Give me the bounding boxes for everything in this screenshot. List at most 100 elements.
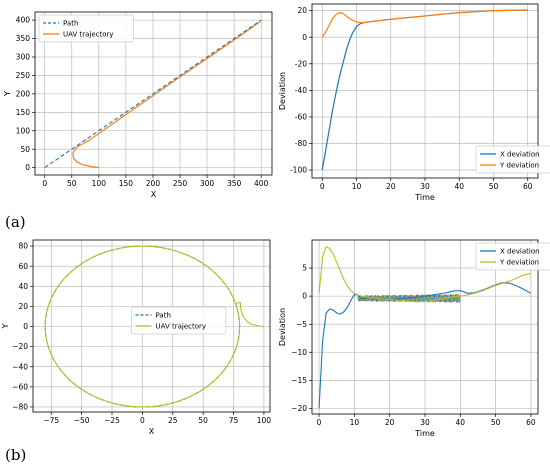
x-tick-label: 100: [92, 179, 107, 188]
y-tick-label: 0: [23, 322, 28, 331]
series-y-deviation: [321, 9, 528, 38]
x-tick-label: 25: [168, 416, 178, 425]
y-tick-label: -60: [295, 113, 307, 122]
x-tick-label: 0: [42, 179, 47, 188]
y-tick-label: −40: [12, 362, 28, 371]
y-tick-label: 0: [302, 292, 307, 301]
x-tick-label: 40: [456, 418, 466, 427]
x-tick-label: −75: [43, 416, 59, 425]
x-tick-label: 60: [523, 182, 533, 191]
legend-label: Y deviation: [499, 259, 539, 267]
y-tick-label: 300: [16, 53, 31, 62]
y-tick-label: −15: [291, 376, 307, 385]
legend-label: X deviation: [500, 151, 540, 159]
plot-frame: [311, 3, 539, 179]
y-tick-label: 80: [18, 242, 28, 251]
y-tick-label: −20: [291, 404, 307, 413]
y-tick-label: 0: [25, 163, 30, 172]
legend-label: Y deviation: [499, 162, 539, 170]
x-tick-label: 350: [227, 179, 242, 188]
y-tick-label: 400: [16, 16, 31, 25]
y-tick-label: 40: [18, 282, 28, 291]
x-tick-label: 40: [454, 182, 464, 191]
x-tick-label: 50: [198, 416, 208, 425]
y-tick-label: -20: [295, 59, 307, 68]
y-tick-label: 100: [16, 126, 31, 135]
y-tick-label: -80: [295, 139, 307, 148]
x-axis-label: Time: [414, 193, 435, 202]
y-tick-label: 5: [302, 264, 307, 273]
y-tick-label: -40: [295, 86, 307, 95]
y-axis-label: Deviation: [278, 308, 287, 346]
plot-frame: [34, 11, 273, 176]
y-tick-label: 20: [18, 302, 28, 311]
x-axis-label: Time: [414, 429, 435, 438]
x-axis-label: X: [149, 427, 155, 436]
y-axis-label: Y: [3, 91, 12, 97]
x-tick-label: 30: [420, 418, 430, 427]
x-tick-label: 250: [173, 179, 188, 188]
y-tick-label: −10: [291, 348, 307, 357]
y-axis-label: Y: [1, 323, 10, 329]
series-uav-trajectory: [72, 21, 261, 169]
y-tick-label: 50: [20, 145, 30, 154]
x-tick-label: 10: [350, 418, 360, 427]
x-tick-label: 100: [257, 416, 272, 425]
x-tick-label: 300: [200, 179, 215, 188]
x-tick-label: −50: [74, 416, 90, 425]
plot-frame: [32, 239, 271, 413]
legend-box: [131, 306, 227, 335]
legend: Path UAV trajectory: [38, 14, 134, 43]
series-y-deviation: [318, 246, 532, 303]
legend-box: [475, 242, 550, 271]
legend: X deviation Y deviation: [475, 242, 550, 271]
y-tick-label: 350: [16, 34, 31, 43]
oscillation-line: [357, 294, 461, 303]
x-tick-label: 75: [229, 416, 239, 425]
y-tick-label: −60: [12, 382, 28, 391]
y-tick-label: 60: [18, 262, 28, 271]
x-tick-label: 20: [385, 418, 395, 427]
x-tick-label: 400: [254, 179, 269, 188]
y-tick-label: 20: [297, 6, 307, 15]
y-tick-label: 250: [16, 71, 31, 80]
panel-label-b: (b): [5, 446, 27, 464]
panel-label-a: (a): [5, 213, 26, 231]
x-tick-label: 30: [420, 182, 430, 191]
chart-1: 0 50 100 150 200 250 300 350 400 0 50 100 150 200 250 3…: [3, 11, 273, 199]
chart-2: 0 10 20 30 40 50 60 -100 -80 -60 -40 -20 0 20 Time Devi…: [278, 3, 550, 202]
y-tick-label: 150: [16, 108, 31, 117]
x-tick-label: 20: [386, 182, 396, 191]
y-tick-label: −5: [296, 320, 307, 329]
x-tick-label: 200: [146, 179, 161, 188]
x-tick-label: 50: [489, 182, 499, 191]
y-tick-label: -100: [290, 166, 307, 175]
y-axis-label: Deviation: [278, 72, 287, 110]
legend: Path UAV trajectory: [131, 306, 227, 335]
legend-box: [475, 145, 550, 174]
legend-label: Path: [63, 20, 78, 28]
x-tick-label: −25: [104, 416, 120, 425]
x-tick-label: 0: [317, 418, 322, 427]
legend-label: UAV trajectory: [156, 323, 207, 331]
x-tick-label: 60: [526, 418, 536, 427]
x-axis-label: X: [151, 190, 157, 199]
legend-label: UAV trajectory: [63, 31, 114, 39]
x-tick-label: 10: [352, 182, 362, 191]
y-tick-label: −20: [12, 342, 28, 351]
series-uav-trajectory: [44, 245, 264, 408]
x-tick-label: 50: [67, 179, 77, 188]
legend-label: Path: [156, 312, 171, 320]
series-path: [44, 19, 262, 169]
y-tick-label: 0: [302, 33, 307, 42]
x-tick-label: 50: [491, 418, 501, 427]
x-tick-label: 0: [320, 182, 325, 191]
y-tick-label: −80: [12, 403, 28, 412]
legend: X deviation Y deviation: [475, 145, 550, 174]
y-tick-label: 200: [16, 89, 31, 98]
x-tick-label: 0: [140, 416, 145, 425]
x-tick-label: 150: [119, 179, 134, 188]
plot-frame: [311, 239, 539, 415]
legend-box: [38, 14, 134, 43]
